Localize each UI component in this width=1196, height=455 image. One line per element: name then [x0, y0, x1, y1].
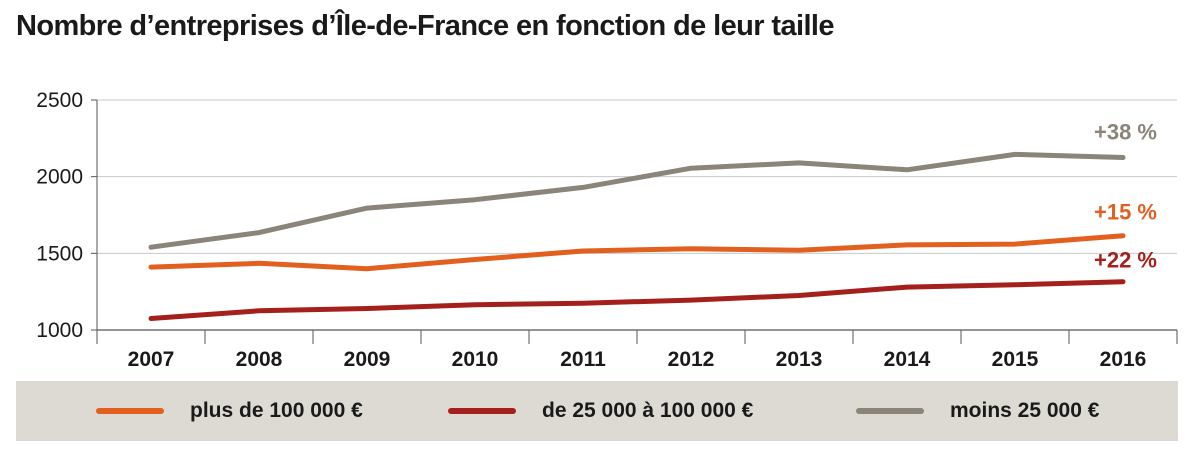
series-annotation: +38 %: [1094, 120, 1157, 145]
x-tick-label: 2009: [344, 348, 391, 371]
legend-item-plus-100000: plus de 100 000 €: [96, 381, 363, 441]
legend-label: plus de 100 000 €: [190, 399, 363, 422]
series-line: [148, 151, 1126, 250]
legend-swatch: [96, 408, 164, 414]
x-tick-label: 2014: [884, 348, 931, 371]
x-tick-label: 2013: [776, 348, 823, 371]
x-tick-label: 2010: [452, 348, 499, 371]
series-lines: [148, 151, 1126, 321]
y-tick-label: 2000: [36, 166, 83, 189]
x-tick-label: 2015: [992, 348, 1039, 371]
series-line: [148, 279, 1126, 321]
x-tick-label: 2016: [1100, 348, 1147, 371]
series-annotation: +15 %: [1094, 200, 1157, 225]
series-annotation: +22 %: [1094, 248, 1157, 273]
line-chart: 1000 1500 2000 2500 2007 2008 2009 2010 2011 201…: [36, 89, 1178, 371]
y-axis: 1000 1500 2000 2500: [36, 89, 98, 342]
series-annotations: +15 % +22 % +38 %: [1094, 120, 1157, 273]
y-tick-label: 1000: [36, 319, 83, 342]
legend-label: de 25 000 à 100 000 €: [542, 399, 754, 422]
x-tick-label: 2008: [236, 348, 283, 371]
series-line: [148, 233, 1126, 272]
legend-swatch: [856, 408, 924, 414]
legend-label: moins 25 000 €: [950, 399, 1100, 422]
x-tick-label: 2011: [560, 348, 606, 371]
x-tick-label: 2007: [128, 348, 175, 371]
x-tick-label: 2012: [668, 348, 715, 371]
chart-title: Nombre d’entreprises d’Île-de-France en …: [16, 10, 834, 42]
legend-swatch: [448, 408, 516, 414]
y-tick-label: 2500: [36, 89, 83, 112]
legend: plus de 100 000 € de 25 000 à 100 000 € …: [16, 381, 1178, 441]
legend-item-25000-100000: de 25 000 à 100 000 €: [448, 381, 753, 441]
y-tick-label: 1500: [36, 242, 83, 265]
x-axis: 2007 2008 2009 2010 2011 2012 2013 2014 2015 2016: [96, 329, 1178, 371]
legend-item-moins-25000: moins 25 000 €: [856, 381, 1099, 441]
